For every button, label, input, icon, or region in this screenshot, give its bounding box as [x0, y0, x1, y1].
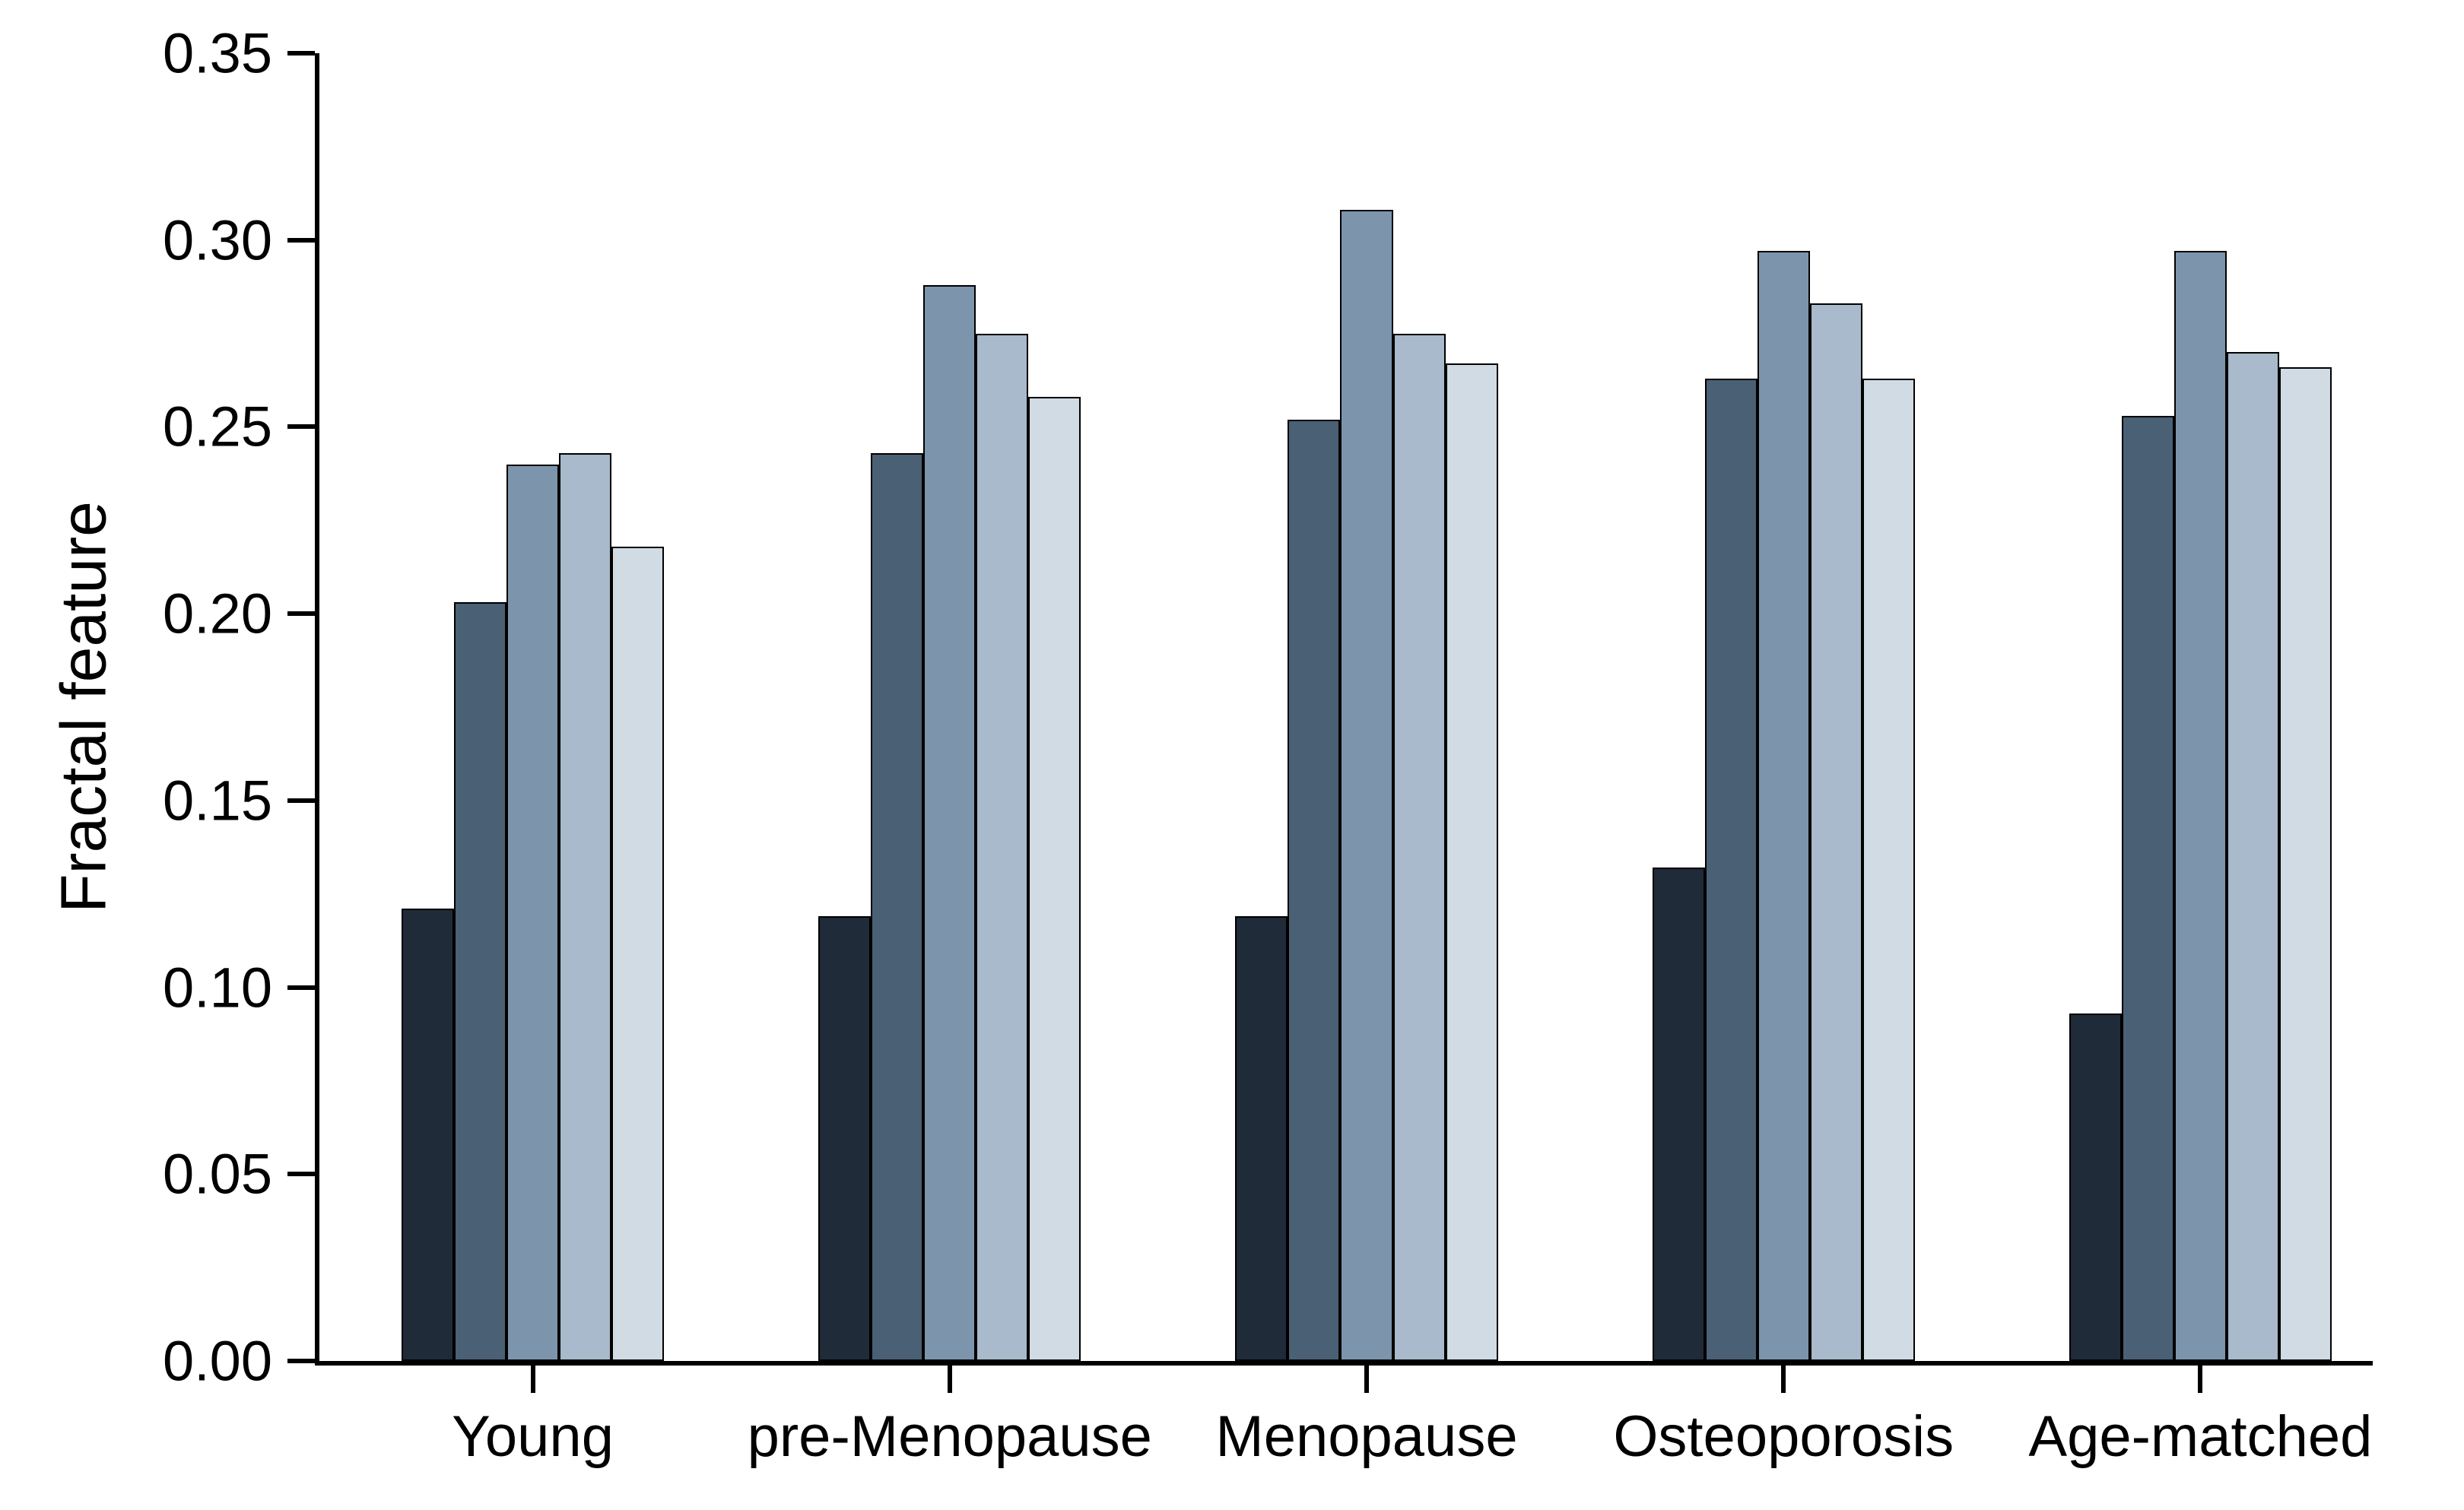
- bar: [1028, 397, 1081, 1361]
- y-tick-label: 0.30: [163, 208, 272, 272]
- bar: [923, 285, 976, 1361]
- y-tick: [287, 51, 315, 56]
- y-tick-label: 0.05: [163, 1142, 272, 1207]
- y-tick-label: 0.15: [163, 768, 272, 833]
- x-tick-label: pre-Menopause: [748, 1404, 1152, 1470]
- bar: [1235, 916, 1288, 1361]
- y-tick-label: 0.35: [163, 21, 272, 86]
- bar: [559, 453, 611, 1361]
- x-tick-label: Young: [452, 1404, 614, 1470]
- bar: [1758, 251, 1810, 1361]
- x-tick: [1364, 1366, 1369, 1393]
- y-tick: [287, 985, 315, 990]
- y-tick-label: 0.10: [163, 955, 272, 1020]
- x-tick-label: Age-matched: [2028, 1404, 2372, 1470]
- x-tick-label: Osteoporosis: [1613, 1404, 1954, 1470]
- bars-container: [319, 53, 2373, 1361]
- y-tick-label: 0.00: [163, 1329, 272, 1394]
- y-tick-label: 0.20: [163, 582, 272, 646]
- bar: [1705, 379, 1758, 1361]
- bar: [1340, 210, 1392, 1361]
- bar: [1446, 363, 1498, 1361]
- y-tick: [287, 238, 315, 243]
- y-tick: [287, 798, 315, 803]
- bar: [1393, 334, 1446, 1361]
- bar: [402, 909, 454, 1361]
- y-tick: [287, 1359, 315, 1363]
- bar: [2122, 416, 2174, 1361]
- y-axis-title: Fractal feature: [47, 501, 121, 913]
- y-tick: [287, 424, 315, 429]
- bar: [1810, 303, 1862, 1361]
- x-tick: [1781, 1366, 1786, 1393]
- bar: [1653, 868, 1705, 1361]
- y-tick: [287, 1172, 315, 1176]
- bar: [976, 334, 1028, 1361]
- fractal-feature-chart: 0.00 0.05 0.10 0.15 0.20 0.25 0.30 0.35 Fractal…: [0, 0, 2464, 1510]
- bar: [2279, 367, 2332, 1361]
- y-tick: [287, 611, 315, 616]
- x-tick: [531, 1366, 535, 1393]
- bar: [2069, 1014, 2122, 1361]
- bar: [611, 547, 664, 1361]
- bar: [1862, 379, 1915, 1361]
- bar: [818, 916, 871, 1361]
- bar: [454, 602, 506, 1361]
- bar: [2174, 251, 2227, 1361]
- x-tick-label: Menopause: [1215, 1404, 1517, 1470]
- x-tick: [948, 1366, 952, 1393]
- bar: [871, 453, 923, 1361]
- y-tick-label: 0.25: [163, 395, 272, 459]
- bar: [2227, 352, 2279, 1361]
- bar: [1288, 420, 1340, 1361]
- x-tick: [2198, 1366, 2202, 1393]
- bar: [506, 465, 559, 1361]
- x-axis-line: [315, 1361, 2373, 1366]
